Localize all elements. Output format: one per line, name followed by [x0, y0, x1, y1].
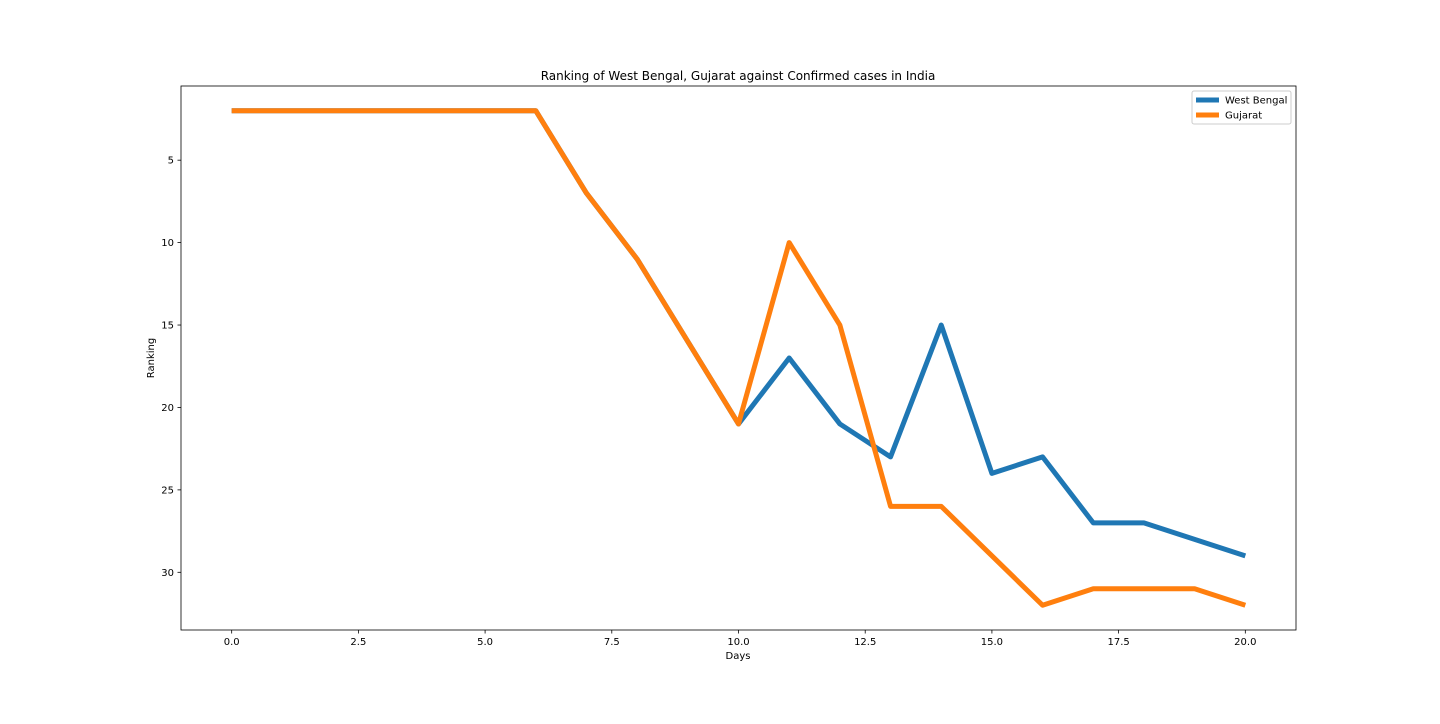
x-tick-label: 5.0 — [477, 637, 493, 648]
y-tick-label: 25 — [161, 485, 174, 496]
series-layer — [231, 108, 1247, 608]
x-axis-ticks: 0.0 2.5 5.0 7.5 10.0 12.5 15.0 17.5 20.0 — [224, 630, 1256, 648]
y-axis-label: Ranking — [146, 338, 157, 378]
x-tick-label: 12.5 — [854, 637, 876, 648]
plot-area-frame — [180, 85, 1297, 631]
legend-label-west-bengal: West Bengal — [1225, 96, 1287, 107]
legend-label-gujarat: Gujarat — [1225, 111, 1262, 122]
chart-title: Ranking of West Bengal, Gujarat against … — [541, 69, 936, 83]
x-tick-label: 10.0 — [727, 637, 749, 648]
y-axis-ticks: 5 10 15 20 25 30 — [161, 156, 181, 579]
x-tick-label: 15.0 — [981, 637, 1003, 648]
x-tick-label: 20.0 — [1234, 637, 1256, 648]
y-tick-label: 30 — [161, 568, 174, 579]
y-tick-label: 15 — [161, 321, 174, 332]
x-tick-label: 2.5 — [350, 637, 366, 648]
x-axis-label: Days — [726, 651, 751, 662]
series-line-gujarat — [231, 108, 1247, 608]
legend: West Bengal Gujarat — [1191, 90, 1292, 125]
x-tick-label: 17.5 — [1107, 637, 1129, 648]
x-tick-label: 0.0 — [224, 637, 240, 648]
x-tick-label: 7.5 — [604, 637, 620, 648]
y-tick-label: 5 — [168, 156, 174, 167]
legend-items: West Bengal Gujarat — [1196, 96, 1287, 122]
y-tick-label: 10 — [161, 238, 174, 249]
y-tick-label: 20 — [161, 403, 174, 414]
